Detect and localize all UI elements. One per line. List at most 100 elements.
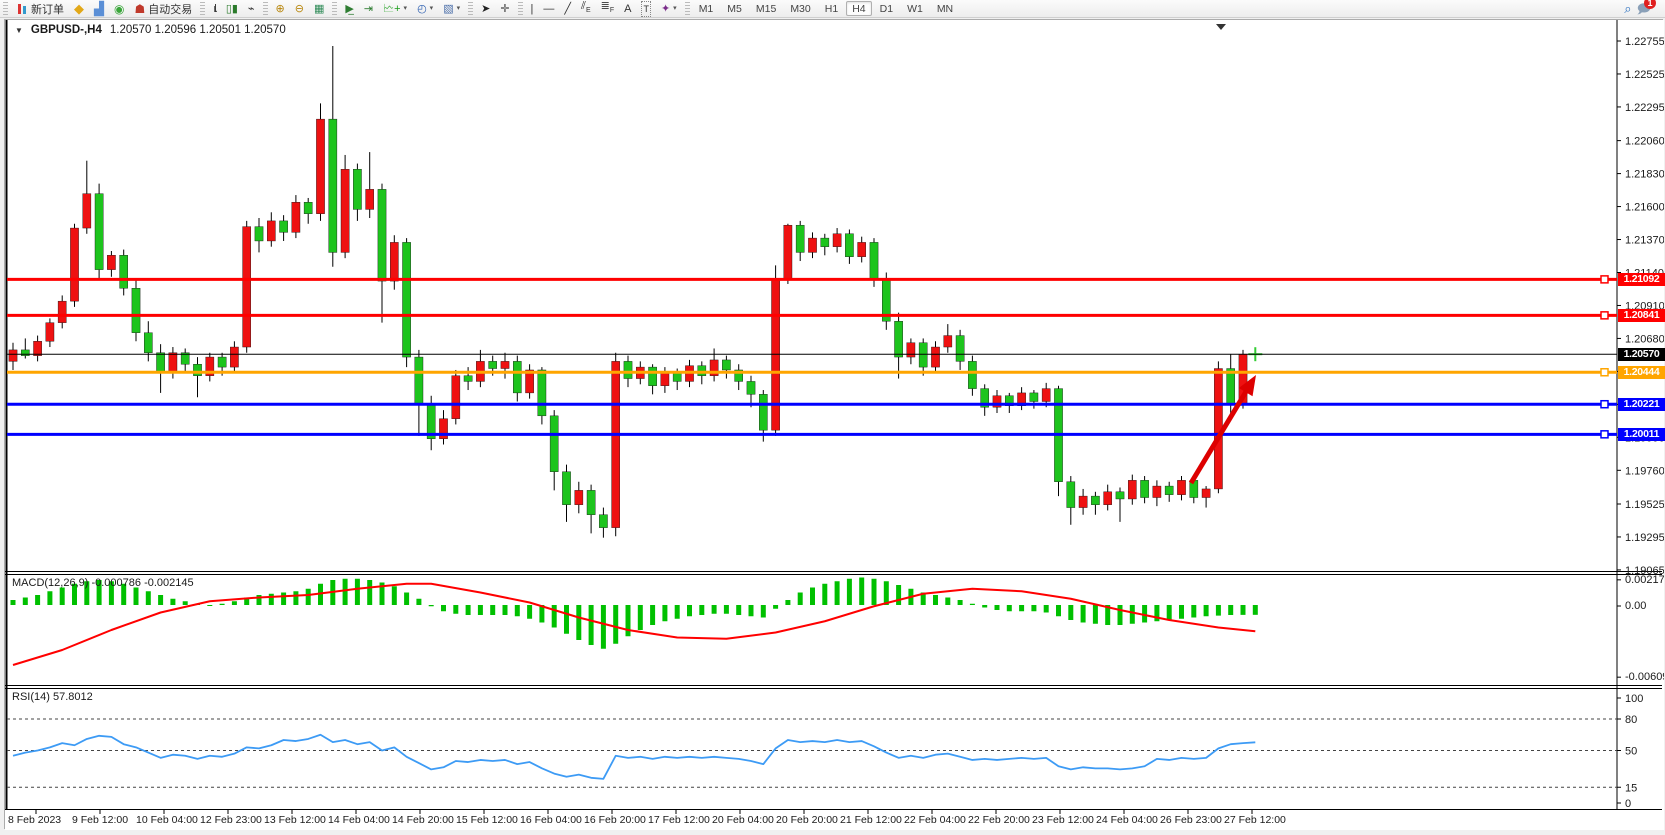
macd-histogram-bar [1056, 605, 1061, 617]
new-order-button[interactable]: 新订单 [11, 1, 69, 17]
toolbar-grip[interactable] [3, 1, 8, 16]
crosshair-button[interactable]: ✛ [495, 1, 514, 17]
bull-candle [832, 233, 842, 247]
hline-tool-button[interactable]: — [538, 1, 559, 17]
channel-tool-button[interactable]: ⫽E [576, 0, 596, 17]
add-indicator-icon: 🗠+ [383, 2, 401, 15]
arrows-tool-button[interactable]: ✦ ▾ [656, 1, 682, 17]
line-handle[interactable] [1600, 311, 1609, 320]
bull-candle [107, 255, 116, 270]
y-tick-label: 1.21830 [1625, 169, 1664, 181]
templates-button[interactable]: ▧ ▾ [438, 1, 465, 17]
cursor-button[interactable]: ➤ [476, 1, 495, 17]
bear-candle [1115, 491, 1125, 500]
timeframe-h4-button[interactable]: H4 [846, 1, 872, 16]
y-tick-label: 1.19065 [1625, 565, 1664, 577]
bear-candle [414, 356, 424, 405]
macd-histogram-bar [699, 605, 705, 615]
fibonacci-icon: ≣F [600, 0, 615, 15]
zoom-in-button[interactable]: ⊕ [271, 1, 290, 17]
timeframe-m5-button[interactable]: M5 [727, 2, 742, 15]
search-button[interactable]: ⌕ [1619, 1, 1636, 17]
toolbar-grip[interactable] [517, 1, 523, 16]
macd-histogram-bar [674, 605, 680, 619]
bar-chart-button[interactable]: ıl. [208, 1, 221, 17]
toolbar-grip[interactable] [262, 1, 268, 16]
horizontal-line-icon: — [543, 2, 555, 15]
chart-window: 1.22755 1.22525 1.22295 1.22060 1.21830 1.216… [4, 19, 1665, 830]
timeframe-d1-button[interactable]: D1 [879, 2, 894, 15]
line-handle[interactable] [1600, 430, 1609, 439]
bull-candle [230, 346, 239, 368]
auto-scroll-button[interactable]: ▶̲ [340, 1, 358, 17]
macd-histogram-bar [994, 605, 1000, 610]
market-depth-button[interactable]: ▟ [89, 1, 109, 17]
tile-windows-button[interactable]: ▦ [309, 1, 329, 17]
line-handle[interactable] [1600, 368, 1609, 377]
candle-chart-button[interactable]: ▯▮ [221, 1, 243, 17]
price-line-label: 1.21092 [1618, 272, 1665, 286]
x-tick-label: 9 Feb 12:00 [72, 814, 128, 826]
toolbar-grip[interactable] [468, 1, 474, 16]
bull-candle [365, 189, 375, 210]
crosshair-icon: ✛ [500, 2, 510, 15]
quotes-button[interactable]: ◆ [69, 1, 89, 17]
y-tick-label: 1.19295 [1625, 532, 1664, 544]
timeframe-mn-button[interactable]: MN [936, 2, 954, 15]
indicators-button[interactable]: 🗠+ ▾ [378, 1, 412, 17]
line-handle[interactable] [1600, 275, 1609, 284]
timeframe-m1-button[interactable]: M1 [698, 2, 714, 15]
bull-candle [439, 418, 448, 439]
signals-button[interactable]: ◉ [109, 1, 129, 17]
main-toolbar: 新订单 ◆ ▟ ◉ ☗ 自动交易 ıl. ▯▮ ⌁ ⊕ ⊖ ▦ ▶̲ ⇥ 🗠+ ▾… [0, 0, 1665, 18]
notifications-button[interactable]: 🗩 1 [1637, 0, 1656, 16]
bull-candle [1201, 488, 1211, 498]
fibonacci-tool-button[interactable]: ≣F [596, 0, 620, 17]
macd-histogram-bar [539, 605, 545, 623]
chart-shift-marker[interactable] [1216, 24, 1226, 30]
line-handle[interactable] [1600, 399, 1609, 409]
macd-histogram-bar [207, 605, 213, 606]
macd-histogram-bar [465, 605, 471, 615]
macd-signal-line [12, 582, 1256, 666]
chart-canvas[interactable]: 1.22755 1.22525 1.22295 1.22060 1.21830 1.216… [5, 20, 1664, 830]
chart-shift-button[interactable]: ⇥ [359, 1, 378, 17]
macd-histogram-bar [625, 605, 631, 637]
macd-histogram-bar [354, 578, 360, 605]
tile-windows-icon: ▦ [313, 2, 325, 15]
toolbar-grip[interactable] [332, 1, 338, 16]
macd-histogram-bar [428, 605, 434, 607]
bear-candle [955, 335, 965, 362]
symbol-dropdown-icon[interactable]: ▼ [15, 25, 23, 35]
label-tool-button[interactable]: T [636, 0, 656, 17]
timeframe-m30-button[interactable]: M30 [790, 2, 811, 15]
macd-histogram-bar [810, 587, 815, 605]
macd-histogram-bar [1019, 605, 1025, 612]
bear-candle [537, 369, 547, 417]
timeframe-m15-button[interactable]: M15 [755, 2, 777, 15]
macd-histogram-bar [748, 605, 754, 617]
timeframe-w1-button[interactable]: W1 [907, 2, 923, 15]
macd-histogram-bar [170, 598, 176, 605]
trendline-tool-button[interactable]: ╱ [559, 1, 576, 17]
text-tool-button[interactable]: A [619, 1, 636, 17]
toolbar-grip[interactable] [684, 1, 690, 16]
chevron-down-icon: ▾ [403, 4, 408, 12]
template-icon: ▧ [443, 2, 454, 15]
macd-histogram-bar [1166, 605, 1172, 620]
zoom-out-button[interactable]: ⊖ [290, 1, 309, 17]
vline-tool-button[interactable]: | [526, 1, 539, 17]
annotation-arrow[interactable] [1188, 385, 1251, 485]
auto-scroll-icon: ▶̲ [345, 2, 354, 15]
timeframe-bar: M1 M5 M15 M30 H1 H4 D1 W1 MN [693, 1, 959, 16]
x-tick-label: 27 Feb 12:00 [1224, 814, 1286, 826]
bear-candle [869, 242, 879, 279]
line-chart-button[interactable]: ⌁ [243, 1, 260, 17]
toolbar-grip[interactable] [200, 1, 206, 16]
macd-histogram-bar [133, 587, 139, 605]
timeframe-h1-button[interactable]: H1 [824, 2, 839, 15]
auto-trading-button[interactable]: ☗ 自动交易 [129, 1, 197, 17]
periods-button[interactable]: ◴ ▾ [412, 1, 438, 17]
bear-candle [648, 366, 657, 386]
bear-candle [1091, 495, 1100, 505]
